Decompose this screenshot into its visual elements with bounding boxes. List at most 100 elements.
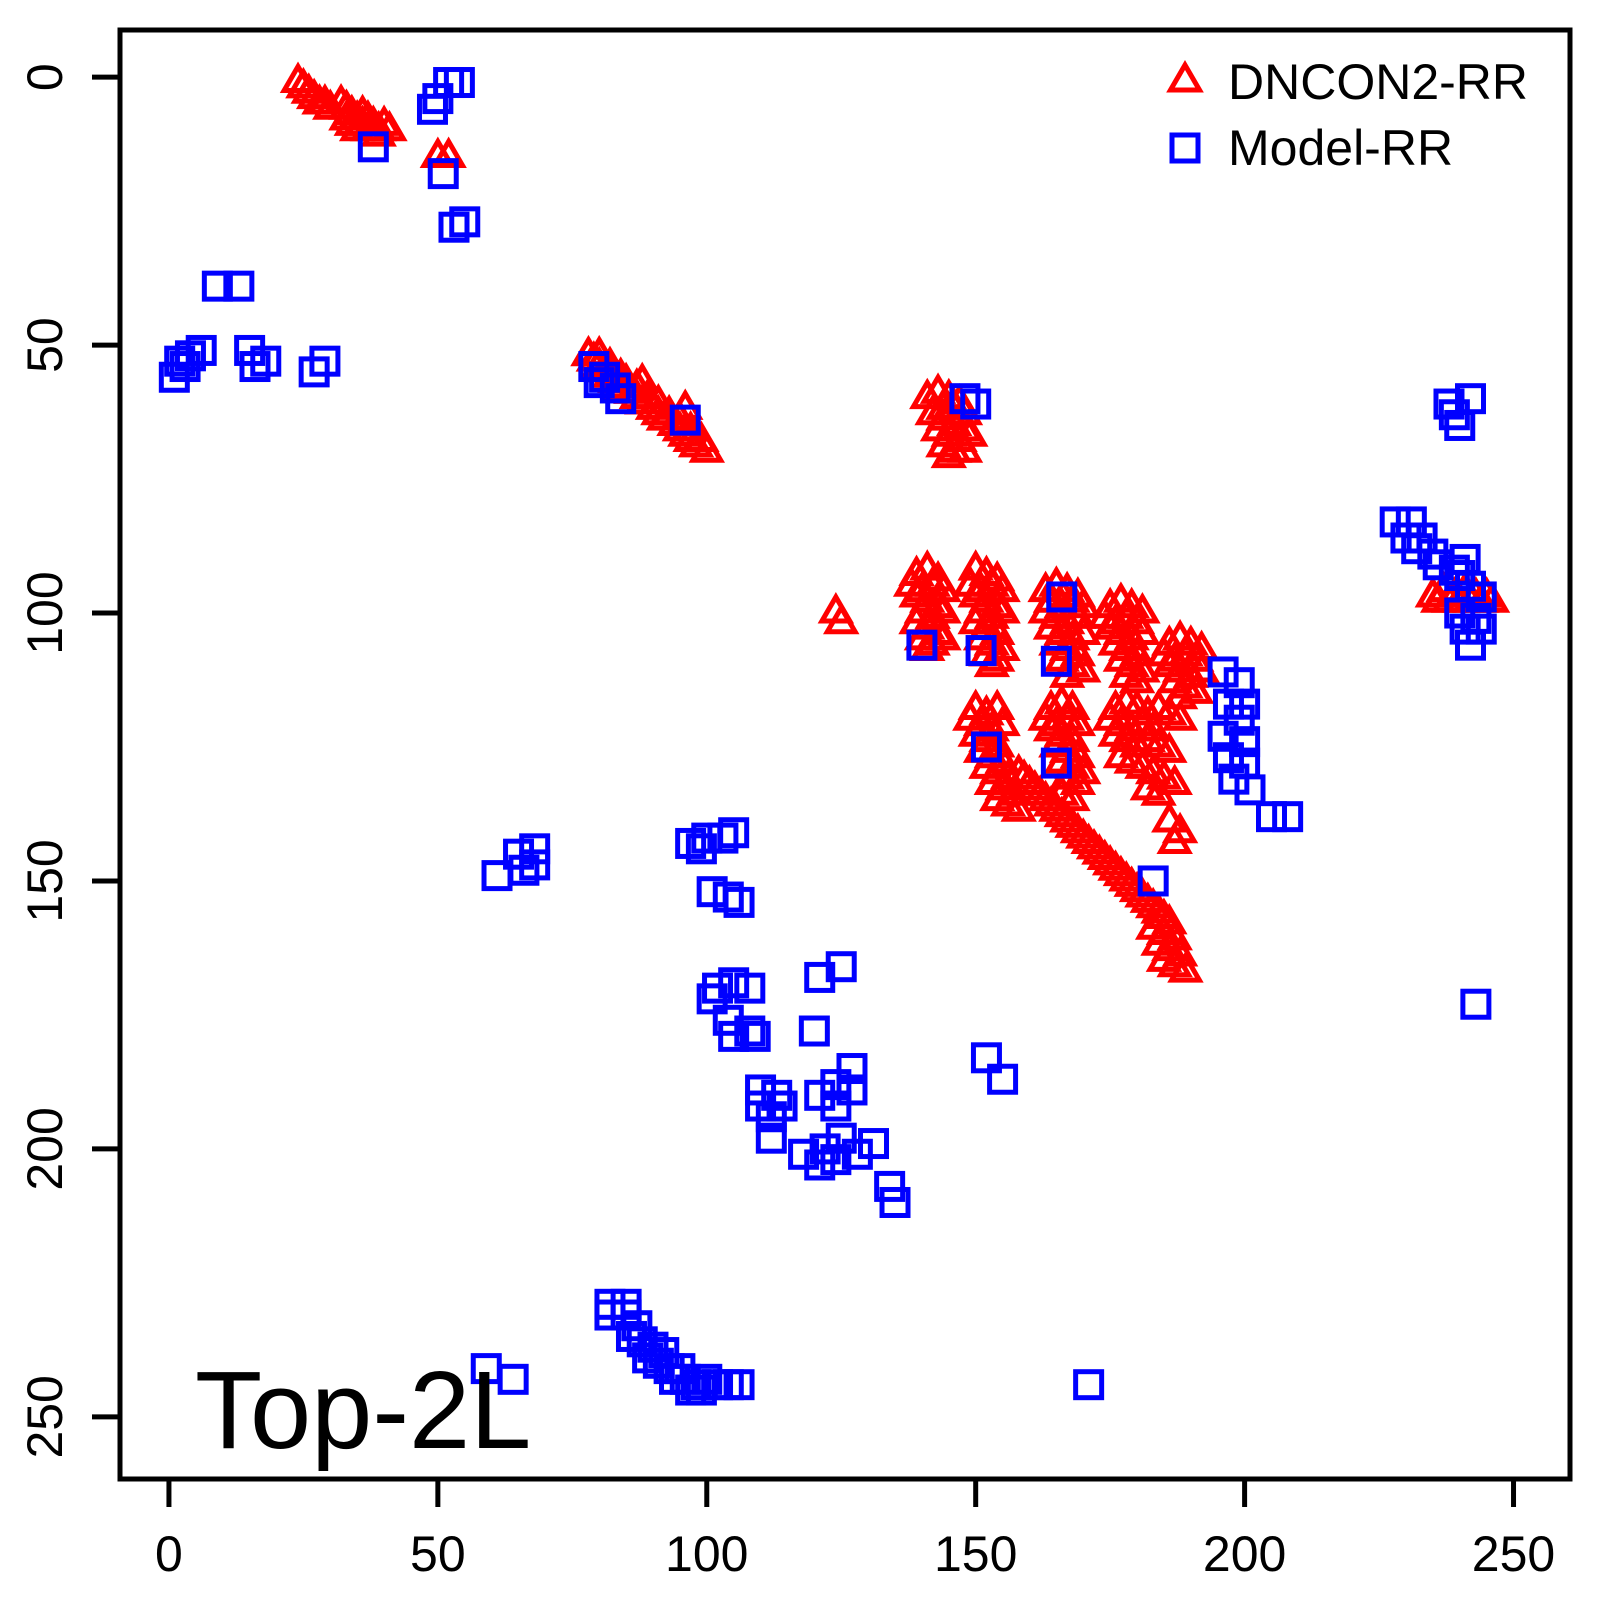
data-point-triangle [624,361,661,394]
data-point-square [497,1363,529,1395]
data-point-triangle [1151,731,1188,763]
x-tick-label: 250 [1472,1526,1555,1582]
data-point-triangle [822,602,860,635]
data-point-triangle [1156,763,1193,796]
data-point-square [1046,581,1078,613]
data-point-square [1040,747,1072,779]
data-point-square [723,886,755,918]
data-point-square [820,1144,852,1176]
data-point-square [718,1020,750,1052]
data-point-square [723,1369,755,1401]
y-tick-label: 100 [17,571,73,654]
data-point-triangle [1140,774,1177,806]
data-point-square [755,1122,787,1154]
data-point-square [1449,613,1481,645]
y-tick-label: 200 [17,1107,73,1190]
data-point-square [685,833,717,865]
data-point-triangle [984,704,1021,737]
data-point-square [1444,597,1476,629]
data-point-triangle [430,136,467,169]
data-point-square [1256,801,1288,833]
x-tick-label: 0 [155,1526,183,1582]
data-point-triangle [1124,613,1161,645]
data-point-square [987,1063,1019,1095]
data-point-square [906,629,938,661]
x-tick-label: 100 [665,1526,748,1582]
data-point-square [718,967,750,999]
data-point-square [1401,533,1433,565]
data-point-triangle [1065,650,1102,683]
data-point-square [1455,629,1487,661]
x-tick-label: 50 [410,1526,466,1582]
data-point-square [239,351,271,383]
data-point-triangle [688,431,726,463]
data-point-square [583,367,615,399]
data-point-square [1229,726,1261,758]
data-point-square [825,1122,857,1154]
data-point-square [965,635,997,667]
data-points [158,61,1511,1406]
data-point-square [696,983,728,1015]
legend-label-dncon2: DNCON2-RR [1228,54,1528,110]
data-point-triangle [930,436,968,469]
data-point-square [970,1042,1002,1074]
axis-ticks: 0 50 100 150 200 250 0 50 100 150 200 250 [17,63,1555,1582]
data-point-triangle [333,104,371,136]
y-tick-label: 50 [17,317,73,373]
data-point-square [416,93,448,125]
legend-triangle-icon [1166,60,1204,93]
data-point-square [836,1074,868,1106]
data-point-square [1073,1369,1105,1401]
data-point-square [874,1170,906,1202]
data-point-square [605,383,637,415]
annotation-top-2l: Top-2L [195,1349,531,1472]
data-point-square [481,860,513,892]
data-point-square [804,1149,836,1181]
data-point-square [223,270,255,302]
data-point-square [357,131,389,163]
data-point-square [201,270,233,302]
data-point-square [1229,688,1261,720]
y-tick-label: 150 [17,839,73,922]
data-point-square [734,972,766,1004]
data-point-square [970,731,1002,763]
data-point-triangle [1161,699,1199,731]
data-point-square [879,1186,911,1218]
legend-square-icon [1169,132,1201,164]
data-point-square [718,817,750,849]
x-tick-label: 150 [934,1526,1017,1582]
data-point-square [1272,801,1304,833]
data-point-square [734,1015,766,1047]
y-tick-label: 0 [17,63,73,91]
data-point-square [1438,399,1470,431]
data-point-square [960,388,992,420]
data-point-square [669,404,701,436]
data-point-triangle [1151,801,1188,833]
data-point-triangle [1156,822,1193,854]
data-point-square [449,206,481,238]
data-point-square [739,1020,771,1052]
legend: DNCON2-RR Model-RR [1166,54,1528,176]
data-point-square [798,1015,830,1047]
y-tick-label: 250 [17,1375,73,1458]
data-point-square [427,158,459,190]
data-point-square [858,1128,890,1160]
data-point-square [1137,865,1169,897]
data-point-square [1465,581,1497,613]
data-point-square [1040,645,1072,677]
legend-label-model: Model-RR [1228,120,1453,176]
data-point-square [1207,720,1239,752]
data-point-square [1234,774,1266,806]
x-tick-label: 200 [1203,1526,1286,1582]
data-point-square [836,1053,868,1085]
data-point-triangle [1167,951,1204,983]
data-point-triangle [1065,613,1102,645]
data-point-triangle [1000,790,1037,822]
plot-border [117,27,1573,1482]
data-point-square [820,1090,852,1122]
data-point-square [169,351,201,383]
data-point-square [1212,742,1244,774]
data-point-square [443,67,475,99]
